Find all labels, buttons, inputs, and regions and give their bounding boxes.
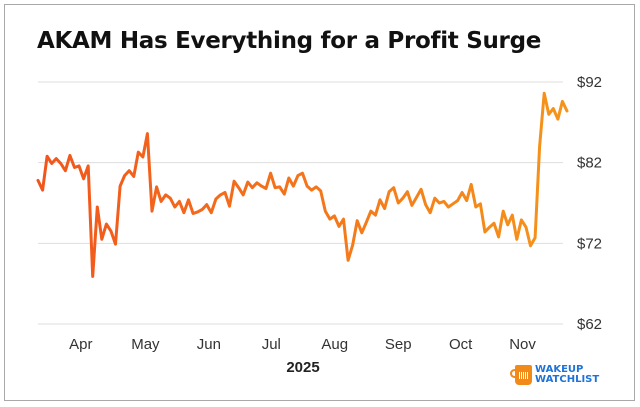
x-tick-label: Jun <box>197 336 221 353</box>
x-tick-label: Nov <box>509 336 536 353</box>
x-tick-label: Jul <box>262 336 281 353</box>
price-line-series <box>36 91 569 278</box>
coffee-mug-icon <box>510 365 532 385</box>
x-axis-title: 2025 <box>286 359 319 376</box>
y-tick-label: $82 <box>577 155 602 172</box>
x-tick-label: Sep <box>385 336 412 353</box>
chart-frame <box>4 4 635 401</box>
x-tick-label: Aug <box>321 336 348 353</box>
logo-text-line2: WATCHLIST <box>535 374 600 385</box>
x-tick-label: Oct <box>449 336 473 353</box>
x-tick-label: May <box>131 336 160 353</box>
x-tick-label: Apr <box>69 336 92 353</box>
y-tick-label: $72 <box>577 235 602 252</box>
chart-title: AKAM Has Everything for a Profit Surge <box>37 28 542 54</box>
wakeup-watchlist-logo: WAKEUP WATCHLIST <box>510 364 600 385</box>
y-tick-label: $92 <box>577 74 602 91</box>
logo-text-line1: WAKEUP <box>535 364 584 375</box>
y-tick-label: $62 <box>577 316 602 333</box>
